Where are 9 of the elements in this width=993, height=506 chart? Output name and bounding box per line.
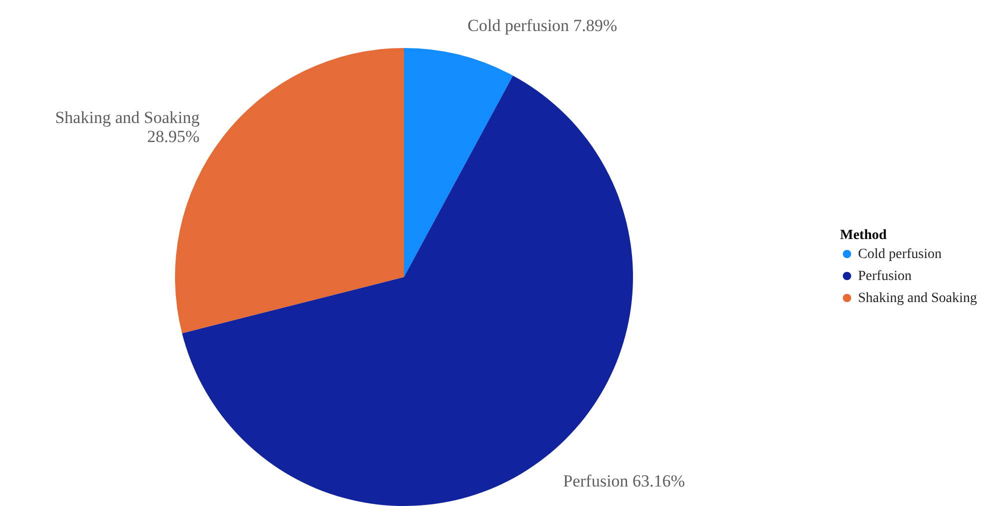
slice-label: Shaking and Soaking <box>55 108 200 127</box>
category-label: Cold perfusion 7.89% <box>468 16 618 35</box>
legend-title: Method <box>840 228 887 243</box>
legend-label: Shaking and Soaking <box>858 291 977 306</box>
legend-label: Cold perfusion <box>858 247 942 262</box>
legend-label: Perfusion <box>858 269 912 284</box>
data-label: 28.95% <box>147 126 200 146</box>
pie-slice <box>404 48 513 277</box>
category-label: Perfusion 63.16% <box>563 471 685 490</box>
